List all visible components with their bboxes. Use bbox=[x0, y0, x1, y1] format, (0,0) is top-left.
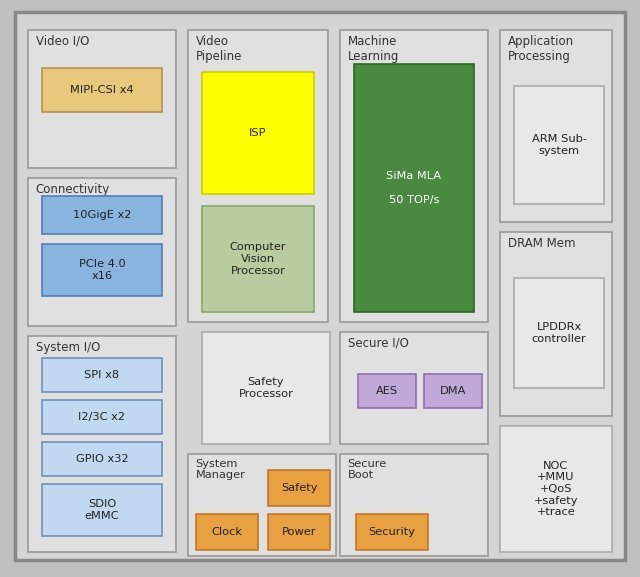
FancyBboxPatch shape bbox=[500, 232, 612, 416]
Text: Video
Pipeline: Video Pipeline bbox=[196, 35, 242, 63]
FancyBboxPatch shape bbox=[188, 30, 328, 322]
FancyBboxPatch shape bbox=[42, 484, 162, 536]
FancyBboxPatch shape bbox=[340, 30, 488, 322]
Text: Video I/O: Video I/O bbox=[36, 35, 89, 48]
FancyBboxPatch shape bbox=[28, 336, 176, 552]
Text: Machine
Learning: Machine Learning bbox=[348, 35, 399, 63]
Text: Computer
Vision
Processor: Computer Vision Processor bbox=[230, 242, 286, 276]
Text: DMA: DMA bbox=[440, 386, 466, 396]
FancyBboxPatch shape bbox=[188, 454, 336, 556]
FancyBboxPatch shape bbox=[202, 332, 330, 444]
Text: Secure
Boot: Secure Boot bbox=[348, 459, 387, 480]
FancyBboxPatch shape bbox=[42, 442, 162, 476]
FancyBboxPatch shape bbox=[514, 278, 604, 388]
Text: NOC
+MMU
+QoS
+safety
+trace: NOC +MMU +QoS +safety +trace bbox=[534, 461, 579, 517]
Text: Application
Processing: Application Processing bbox=[508, 35, 574, 63]
Text: Power: Power bbox=[282, 527, 316, 537]
FancyBboxPatch shape bbox=[500, 426, 612, 552]
Text: SDIO
eMMC: SDIO eMMC bbox=[84, 499, 119, 521]
Text: 10GigE x2: 10GigE x2 bbox=[73, 210, 131, 220]
Text: ISP: ISP bbox=[249, 128, 267, 138]
FancyBboxPatch shape bbox=[268, 514, 330, 550]
Text: Security: Security bbox=[369, 527, 415, 537]
Text: Clock: Clock bbox=[211, 527, 243, 537]
Text: MIPI-CSI x4: MIPI-CSI x4 bbox=[70, 85, 134, 95]
FancyBboxPatch shape bbox=[500, 30, 612, 222]
Text: PCIe 4.0
x16: PCIe 4.0 x16 bbox=[79, 259, 125, 281]
Text: SPI x8: SPI x8 bbox=[84, 370, 120, 380]
FancyBboxPatch shape bbox=[202, 72, 314, 194]
FancyBboxPatch shape bbox=[42, 244, 162, 296]
Text: System I/O: System I/O bbox=[36, 340, 100, 354]
FancyBboxPatch shape bbox=[424, 374, 482, 408]
Text: DRAM Mem: DRAM Mem bbox=[508, 237, 575, 250]
FancyBboxPatch shape bbox=[358, 374, 416, 408]
Text: System
Manager: System Manager bbox=[196, 459, 246, 480]
FancyBboxPatch shape bbox=[28, 30, 176, 168]
FancyBboxPatch shape bbox=[42, 196, 162, 234]
FancyBboxPatch shape bbox=[42, 68, 162, 112]
FancyBboxPatch shape bbox=[356, 514, 428, 550]
Text: Secure I/O: Secure I/O bbox=[348, 336, 408, 350]
FancyBboxPatch shape bbox=[340, 332, 488, 444]
FancyBboxPatch shape bbox=[268, 470, 330, 506]
Text: Connectivity: Connectivity bbox=[36, 182, 110, 196]
FancyBboxPatch shape bbox=[196, 514, 258, 550]
Text: Safety
Processor: Safety Processor bbox=[239, 377, 293, 399]
Text: GPIO x32: GPIO x32 bbox=[76, 454, 128, 464]
FancyBboxPatch shape bbox=[202, 206, 314, 312]
Text: SiMa MLA

50 TOP/s: SiMa MLA 50 TOP/s bbox=[387, 171, 442, 205]
FancyBboxPatch shape bbox=[28, 178, 176, 326]
Text: Safety: Safety bbox=[281, 483, 317, 493]
FancyBboxPatch shape bbox=[42, 358, 162, 392]
Text: I2/3C x2: I2/3C x2 bbox=[79, 412, 125, 422]
FancyBboxPatch shape bbox=[42, 400, 162, 434]
FancyBboxPatch shape bbox=[15, 12, 625, 560]
FancyBboxPatch shape bbox=[514, 86, 604, 204]
Text: LPDDRx
controller: LPDDRx controller bbox=[532, 322, 586, 344]
FancyBboxPatch shape bbox=[354, 64, 474, 312]
Text: AES: AES bbox=[376, 386, 398, 396]
FancyBboxPatch shape bbox=[340, 454, 488, 556]
Text: ARM Sub-
system: ARM Sub- system bbox=[531, 134, 586, 156]
